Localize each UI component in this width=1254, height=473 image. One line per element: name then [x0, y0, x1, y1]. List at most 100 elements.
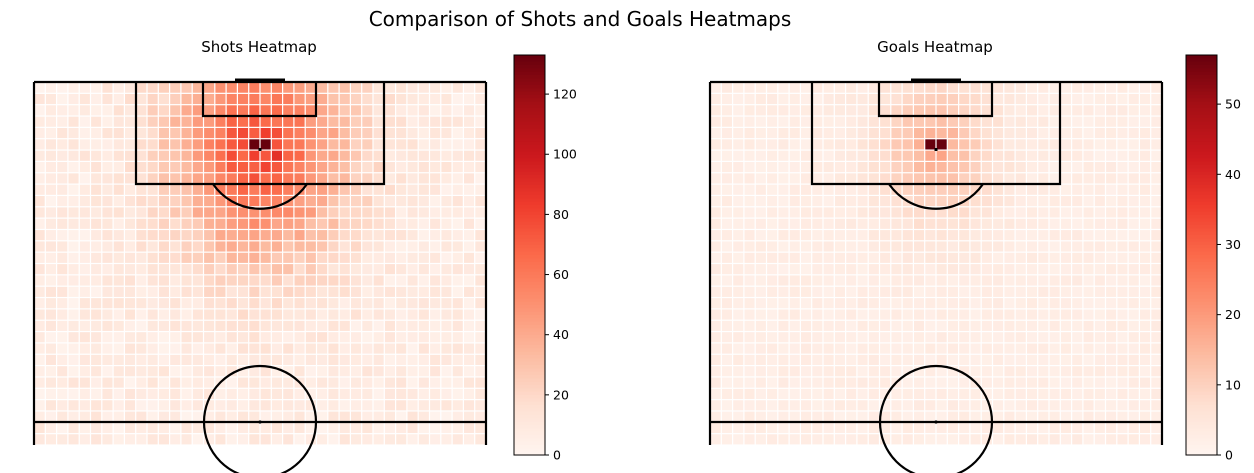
heatmap-cell — [868, 207, 879, 218]
heatmap-cell — [1049, 82, 1060, 93]
heatmap-cell — [1106, 139, 1117, 150]
heatmap-cell — [328, 196, 339, 207]
colorbar-segment — [1186, 251, 1217, 256]
heatmap-cell — [271, 105, 282, 116]
heatmap-cell — [1106, 184, 1117, 195]
heatmap-cell — [204, 332, 215, 343]
heatmap-cell — [328, 184, 339, 195]
heatmap-cell — [305, 105, 316, 116]
colorbar-segment — [514, 185, 545, 189]
heatmap-cell — [970, 127, 981, 139]
heatmap-cell — [192, 434, 203, 445]
heatmap-cell — [891, 162, 902, 173]
heatmap-cell — [1094, 377, 1105, 388]
heatmap-cell — [868, 184, 879, 195]
heatmap-cell — [260, 105, 271, 116]
heatmap-cell — [418, 366, 429, 377]
heatmap-cell — [158, 230, 169, 241]
heatmap-cell — [113, 162, 124, 173]
heatmap-cell — [57, 184, 68, 195]
heatmap-cell — [215, 127, 226, 139]
colorbar-segment — [514, 415, 545, 419]
heatmap-cell — [1128, 196, 1139, 207]
heatmap-cell — [339, 275, 350, 286]
heatmap-cell — [170, 105, 181, 116]
heatmap-cell — [959, 218, 970, 229]
heatmap-cell — [868, 377, 879, 388]
heatmap-cell — [328, 218, 339, 229]
heatmap-cell — [373, 150, 384, 161]
heatmap-cell — [260, 343, 271, 354]
heatmap-cell — [981, 150, 992, 161]
heatmap-cell — [868, 354, 879, 365]
heatmap-cell — [801, 82, 812, 93]
heatmap-cell — [1015, 388, 1026, 400]
heatmap-cell — [249, 173, 260, 184]
heatmap-cell — [192, 388, 203, 400]
heatmap-cell — [418, 377, 429, 388]
heatmap-cell — [1083, 82, 1094, 93]
heatmap-cell — [846, 422, 857, 434]
colorbar-segment — [1186, 308, 1217, 313]
heatmap-cell — [891, 434, 902, 445]
heatmap-cell — [947, 116, 958, 127]
heatmap-cell — [834, 434, 845, 445]
heatmap-cell — [1038, 230, 1049, 241]
heatmap-cell — [1072, 286, 1083, 297]
colorbar-segment — [1186, 321, 1217, 326]
heatmap-cell — [959, 173, 970, 184]
heatmap-cell — [226, 388, 237, 400]
heatmap-cell — [464, 411, 475, 422]
heatmap-cell — [801, 343, 812, 354]
heatmap-cell — [260, 127, 271, 139]
heatmap-cell — [362, 411, 373, 422]
heatmap-cell — [993, 173, 1004, 184]
heatmap-cell — [868, 116, 879, 127]
heatmap-cell — [947, 332, 958, 343]
heatmap-cell — [1117, 150, 1128, 161]
heatmap-cell — [1117, 116, 1128, 127]
heatmap-cell — [1072, 184, 1083, 195]
heatmap-cell — [1083, 422, 1094, 434]
heatmap-cell — [778, 93, 789, 105]
heatmap-cell — [1128, 411, 1139, 422]
heatmap-cell — [34, 116, 45, 127]
heatmap-cell — [755, 264, 766, 275]
heatmap-cell — [452, 150, 463, 161]
heatmap-cell — [34, 388, 45, 400]
heatmap-cell — [880, 354, 891, 365]
heatmap-cell — [1106, 275, 1117, 286]
colorbar-segment — [514, 315, 545, 319]
colorbar-segment — [514, 178, 545, 183]
heatmap-cell — [147, 343, 158, 354]
colorbar-segment — [514, 198, 545, 203]
heatmap-cell — [102, 264, 113, 275]
colorbar-segment — [1186, 81, 1217, 86]
heatmap-cell — [1027, 332, 1038, 343]
heatmap-cell — [192, 105, 203, 116]
heatmap-cell — [767, 116, 778, 127]
colorbar-segment — [1186, 105, 1217, 109]
heatmap-cell — [1038, 82, 1049, 93]
heatmap-cell — [204, 388, 215, 400]
heatmap-cell — [407, 150, 418, 161]
heatmap-cell — [283, 230, 294, 241]
heatmap-cell — [1015, 139, 1026, 150]
heatmap-cell — [880, 252, 891, 263]
heatmap-cell — [373, 139, 384, 150]
heatmap-cell — [351, 173, 362, 184]
heatmap-cell — [351, 241, 362, 252]
heatmap-cell — [778, 218, 789, 229]
heatmap-cell — [914, 400, 925, 411]
heatmap-cell — [136, 309, 147, 320]
heatmap-cell — [215, 116, 226, 127]
heatmap-cell — [1072, 218, 1083, 229]
heatmap-cell — [317, 377, 328, 388]
heatmap-cell — [407, 241, 418, 252]
heatmap-cell — [441, 309, 452, 320]
heatmap-cell — [947, 82, 958, 93]
heatmap-cell — [914, 286, 925, 297]
heatmap-cell — [283, 320, 294, 331]
heatmap-cell — [45, 82, 56, 93]
heatmap-cell — [1106, 434, 1117, 445]
